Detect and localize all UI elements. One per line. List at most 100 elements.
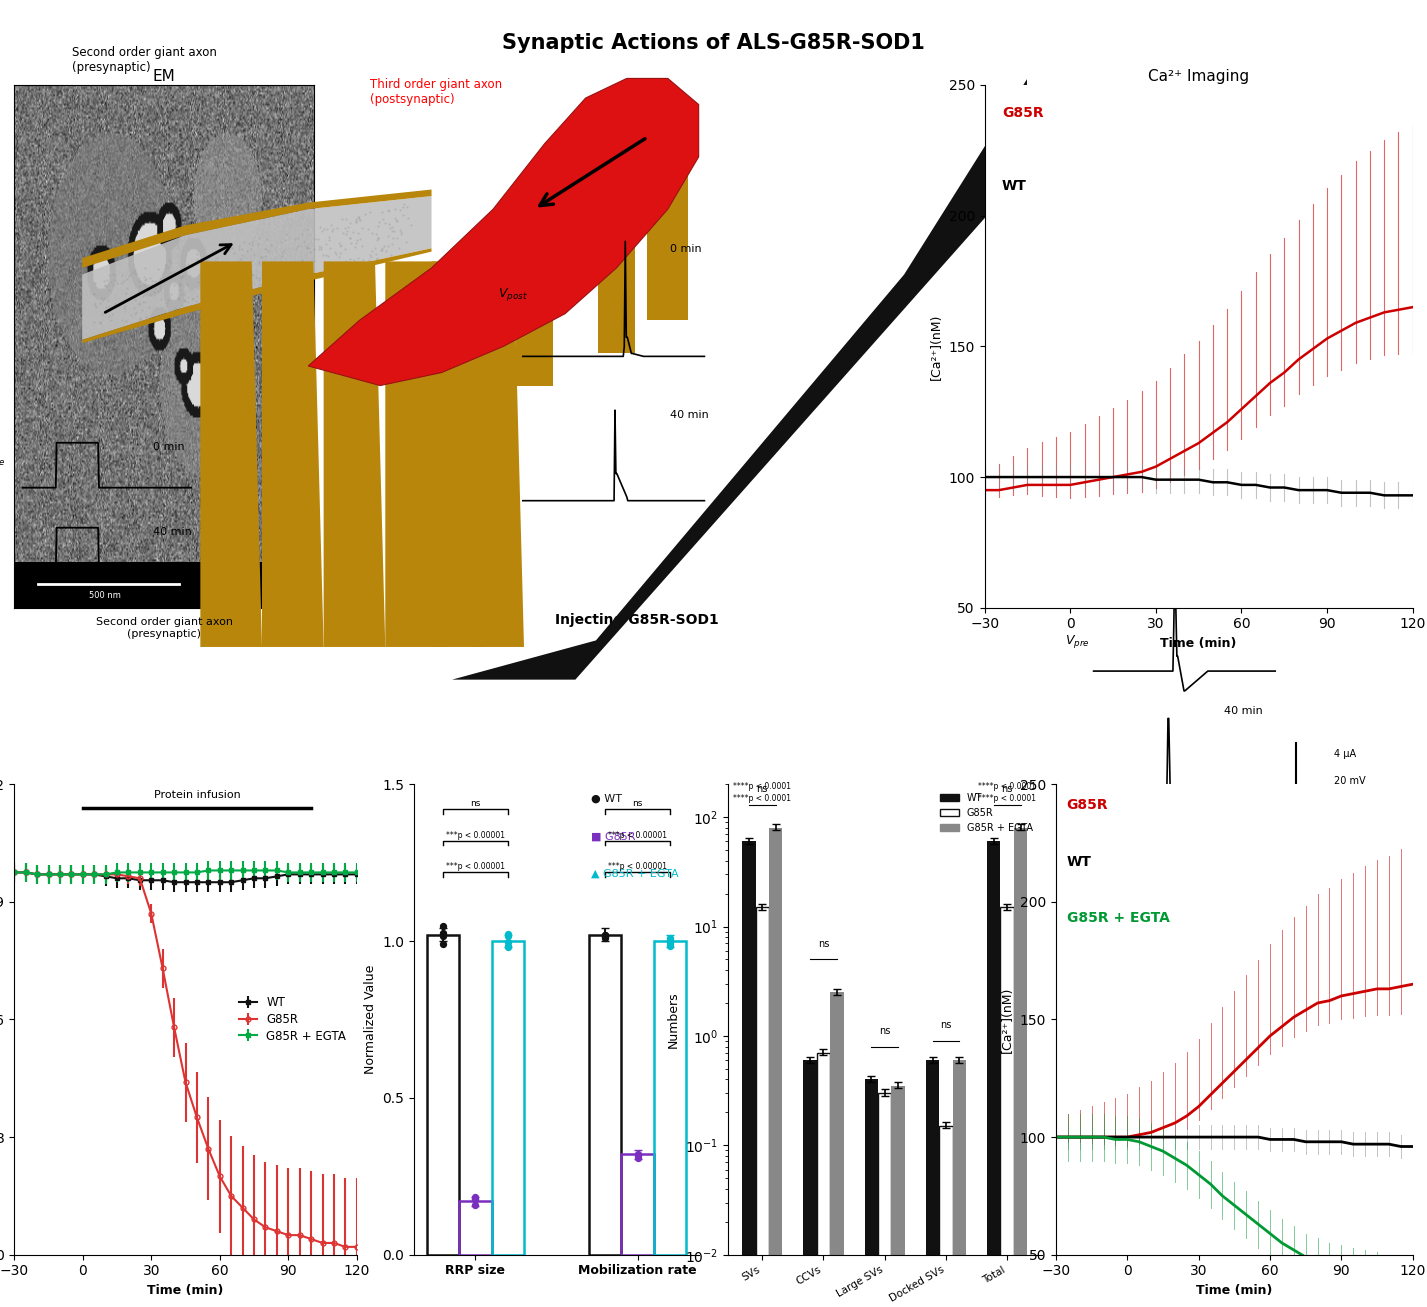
Point: [173, 284, 195, 305]
Point: [431, 923, 454, 944]
Point: [104, 271, 127, 291]
Point: [168, 261, 191, 282]
Point: [170, 268, 193, 289]
Text: G85R + EGTA: G85R + EGTA: [1067, 911, 1170, 925]
Point: [201, 278, 224, 299]
Point: [350, 235, 372, 256]
Point: [371, 239, 394, 260]
Bar: [865, 1080, 878, 1307]
Point: [103, 264, 126, 285]
Point: [147, 281, 170, 302]
Point: [351, 218, 374, 239]
Point: [227, 235, 250, 256]
Point: [231, 244, 254, 265]
Point: [347, 207, 370, 227]
Point: [133, 286, 156, 307]
Point: [365, 247, 388, 268]
Point: [120, 305, 143, 325]
Bar: [589, 935, 621, 1255]
Point: [181, 288, 204, 308]
Point: [335, 221, 358, 242]
Bar: [1015, 827, 1027, 1307]
Point: [308, 235, 331, 256]
Text: Third order giant axon
(postsynaptic): Third order giant axon (postsynaptic): [370, 78, 502, 106]
Point: [213, 243, 235, 264]
Point: [127, 271, 150, 291]
Point: [134, 257, 157, 278]
Point: [317, 259, 340, 280]
Point: [84, 297, 107, 318]
Point: [110, 291, 133, 312]
Text: Protein infusion: Protein infusion: [154, 789, 240, 800]
Point: [128, 294, 151, 315]
Text: ****p < 0.0001: ****p < 0.0001: [979, 782, 1036, 791]
Point: [94, 297, 117, 318]
Polygon shape: [200, 261, 263, 647]
Bar: [878, 1093, 892, 1307]
Point: [381, 217, 404, 238]
Point: [98, 299, 121, 320]
Point: [497, 932, 519, 953]
Point: [157, 289, 180, 310]
Point: [377, 226, 400, 247]
Point: [170, 284, 193, 305]
Text: $I_{pre}$: $I_{pre}$: [0, 452, 6, 469]
Point: [464, 1187, 487, 1208]
Point: [374, 213, 397, 234]
Point: [235, 240, 258, 261]
Point: [101, 303, 124, 324]
Point: [113, 297, 136, 318]
Point: [220, 238, 243, 259]
Bar: [427, 935, 459, 1255]
Point: [388, 220, 411, 240]
Point: [348, 209, 371, 230]
Point: [114, 282, 137, 303]
Point: [168, 274, 191, 295]
Point: [97, 306, 120, 327]
Point: [395, 231, 418, 252]
Point: [594, 927, 616, 948]
Point: [330, 208, 352, 229]
Text: 2 ms: 2 ms: [1334, 831, 1359, 840]
Point: [367, 227, 390, 248]
Point: [157, 299, 180, 320]
Point: [347, 247, 370, 268]
Point: [341, 222, 364, 243]
Point: [96, 276, 118, 297]
Point: [147, 259, 170, 280]
Point: [237, 233, 260, 254]
Text: WT: WT: [1002, 179, 1026, 193]
Bar: [926, 1060, 939, 1307]
Point: [168, 280, 191, 301]
Point: [360, 244, 382, 265]
Point: [94, 274, 117, 295]
Point: [284, 229, 307, 250]
Point: [124, 260, 147, 281]
Point: [153, 272, 176, 293]
Point: [213, 284, 235, 305]
Polygon shape: [83, 190, 431, 268]
Point: [331, 223, 354, 244]
Point: [310, 263, 332, 284]
Y-axis label: [Ca²⁺](nM): [Ca²⁺](nM): [930, 314, 943, 379]
Point: [83, 312, 106, 333]
Point: [130, 299, 153, 320]
Point: [248, 267, 271, 288]
Point: [626, 1145, 649, 1166]
Point: [178, 265, 201, 286]
Point: [227, 265, 250, 286]
Text: 0 min: 0 min: [1224, 569, 1256, 579]
Point: [274, 230, 297, 251]
Point: [308, 216, 331, 237]
Point: [158, 268, 181, 289]
Text: 4 μA: 4 μA: [1334, 749, 1357, 759]
Text: ns: ns: [756, 784, 768, 795]
Point: [344, 233, 367, 254]
Point: [221, 274, 244, 295]
Point: [334, 238, 357, 259]
Point: [395, 196, 418, 217]
Point: [294, 255, 317, 276]
Point: [90, 288, 113, 308]
Point: [93, 271, 116, 291]
Point: [368, 212, 391, 233]
